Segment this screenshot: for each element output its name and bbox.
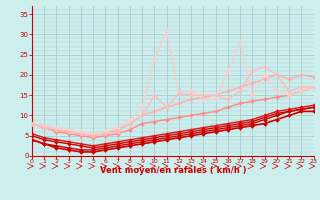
X-axis label: Vent moyen/en rafales ( km/h ): Vent moyen/en rafales ( km/h )	[100, 166, 246, 175]
